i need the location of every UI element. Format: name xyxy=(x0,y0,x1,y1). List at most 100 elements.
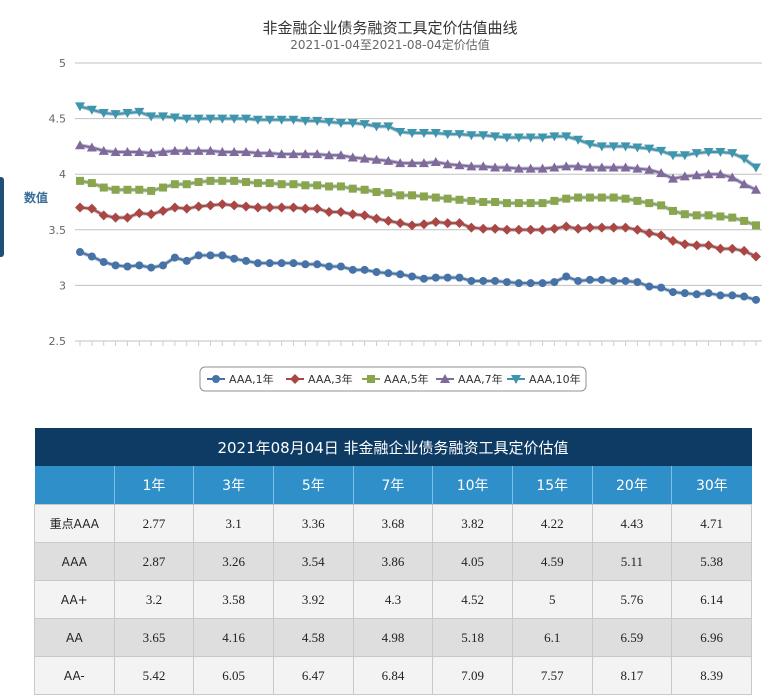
data-point xyxy=(633,278,642,287)
data-point xyxy=(123,185,132,194)
data-point xyxy=(384,269,393,278)
data-point xyxy=(336,262,345,271)
data-point xyxy=(229,114,240,124)
valuation-table-container: 2021年08月04日 非金融企业债务融资工具定价估值 1年 3年 5年 7年 … xyxy=(34,428,752,695)
table-cell: 6.96 xyxy=(671,618,752,657)
table-cell: 8.17 xyxy=(591,656,673,695)
data-point xyxy=(241,201,252,212)
data-point xyxy=(644,228,655,239)
data-point xyxy=(728,291,737,300)
data-point xyxy=(359,153,370,163)
chart-svg: 非金融企业债务融资工具定价估值曲线 2021-01-04至2021-08-04定… xyxy=(24,19,762,392)
data-point xyxy=(561,161,572,171)
data-point xyxy=(478,223,489,234)
data-point xyxy=(537,163,548,173)
data-point xyxy=(691,170,702,180)
data-point xyxy=(324,117,335,127)
data-point xyxy=(574,193,583,202)
table-cell: 5.38 xyxy=(671,542,752,581)
table-cell: 7.09 xyxy=(432,656,513,695)
data-point xyxy=(443,273,452,282)
row-label: AA+ xyxy=(34,580,115,619)
data-point xyxy=(313,260,322,269)
data-point xyxy=(265,179,274,188)
table-caption: 2021年08月04日 非金融企业债务融资工具定价估值 xyxy=(34,428,752,466)
series-AAA,5年 xyxy=(76,176,760,230)
data-point xyxy=(158,205,169,216)
data-point xyxy=(75,202,85,213)
data-point xyxy=(467,196,476,205)
header-cell: 7年 xyxy=(353,466,434,505)
table-cell: 3.82 xyxy=(432,504,513,543)
data-point xyxy=(146,112,157,122)
data-point xyxy=(205,114,216,124)
data-point xyxy=(324,150,335,160)
table-cell: 4.3 xyxy=(352,580,434,619)
data-point xyxy=(430,217,441,228)
data-point xyxy=(609,193,618,202)
data-point xyxy=(407,220,418,231)
row-label: AAA xyxy=(34,542,115,581)
header-cell: 10年 xyxy=(432,466,513,505)
data-point xyxy=(300,203,311,214)
data-point xyxy=(727,172,738,182)
data-point xyxy=(230,176,239,185)
data-point xyxy=(645,282,654,291)
data-point xyxy=(491,276,500,285)
data-point xyxy=(395,218,406,229)
side-panel-tab[interactable] xyxy=(0,177,4,257)
data-point xyxy=(644,144,655,154)
table-cell: 4.52 xyxy=(432,580,513,619)
data-point xyxy=(740,292,749,301)
data-point xyxy=(99,258,108,267)
data-point xyxy=(396,270,405,279)
legend-label: AAA,10年 xyxy=(529,372,581,386)
data-point xyxy=(680,210,689,219)
data-point xyxy=(585,193,594,202)
data-point xyxy=(242,177,251,186)
data-point xyxy=(205,145,216,155)
data-point xyxy=(252,148,263,158)
y-tick-label: 3 xyxy=(59,279,66,292)
data-point xyxy=(122,146,133,156)
data-point xyxy=(525,163,536,173)
data-point xyxy=(633,196,642,205)
valuation-curve-chart: 非金融企业债务融资工具定价估值曲线 2021-01-04至2021-08-04定… xyxy=(24,19,762,392)
data-point xyxy=(98,109,109,119)
data-point xyxy=(289,180,298,189)
data-point xyxy=(169,145,180,155)
table-cell: 4.43 xyxy=(591,504,673,543)
data-point xyxy=(645,199,654,208)
header-cell: 30年 xyxy=(671,466,752,505)
data-point xyxy=(86,203,97,214)
table-cell: 4.71 xyxy=(671,504,752,543)
legend-item: AAA,7年 xyxy=(436,372,503,386)
legend-marker xyxy=(367,375,375,383)
data-point xyxy=(466,222,477,233)
table-cell: 4.22 xyxy=(511,504,593,543)
table-cell: 3.54 xyxy=(272,542,354,581)
y-axis-label: 数值 xyxy=(24,190,48,205)
legend-marker xyxy=(290,374,300,384)
data-point xyxy=(146,148,157,158)
data-point xyxy=(526,279,535,288)
data-point xyxy=(490,162,501,172)
data-point xyxy=(502,199,511,208)
data-point xyxy=(182,256,191,265)
legend-label: AAA,3年 xyxy=(308,372,353,386)
data-point xyxy=(574,276,583,285)
table-cell: 6.05 xyxy=(193,656,274,695)
data-point xyxy=(501,224,512,235)
data-point xyxy=(584,140,595,150)
data-point xyxy=(418,219,429,230)
data-point xyxy=(253,259,262,268)
data-point xyxy=(87,179,96,188)
data-point xyxy=(241,146,252,156)
data-point xyxy=(288,115,299,125)
data-point xyxy=(478,161,489,171)
data-point xyxy=(455,195,464,204)
header-cell: 15年 xyxy=(512,466,593,505)
row-label: AA- xyxy=(34,656,115,695)
data-point xyxy=(147,263,156,272)
table-cell: 4.16 xyxy=(193,618,274,657)
